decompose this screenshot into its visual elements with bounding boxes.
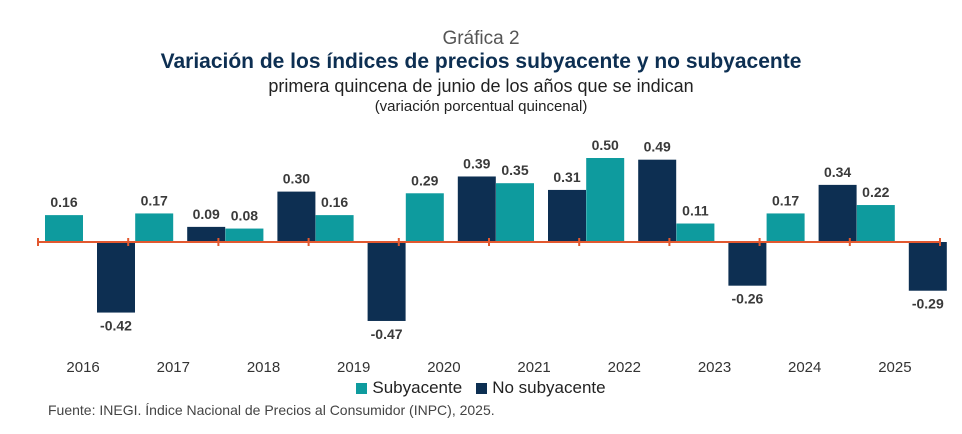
bar-no-subyacente-2022 (638, 159, 677, 242)
data-label-subyacente-2020: 0.29 (411, 172, 438, 188)
bar-subyacente-2019 (315, 215, 354, 242)
data-label-no-subyacente-2024: 0.34 (824, 164, 851, 180)
bar-subyacente-2024 (766, 213, 805, 242)
bar-no-subyacente-2025 (908, 242, 947, 291)
data-label-no-subyacente-2021: 0.31 (553, 169, 580, 185)
x-tick-label-2023: 2023 (698, 359, 731, 376)
data-label-subyacente-2022: 0.50 (592, 137, 619, 153)
chart-subtitle: primera quincena de junio de los años qu… (268, 76, 694, 96)
data-label-subyacente-2016: 0.16 (50, 194, 77, 210)
bar-subyacente-2022 (586, 158, 625, 242)
legend-label-no-subyacente: No subyacente (492, 378, 606, 397)
legend-item-no-subyacente: No subyacente (476, 378, 606, 398)
bar-no-subyacente-2018 (277, 191, 316, 242)
x-tick-label-2024: 2024 (788, 359, 821, 376)
bar-subyacente-2021 (496, 183, 534, 242)
figure-label: Gráfica 2 (442, 28, 520, 49)
legend-swatch-subyacente (356, 382, 368, 394)
bar-subyacente-2025 (856, 205, 895, 242)
bar-no-subyacente-2024 (818, 184, 857, 242)
data-label-subyacente-2018: 0.08 (231, 208, 258, 224)
chart-legend: Subyacente No subyacente (0, 378, 962, 398)
bar-subyacente-2020 (405, 193, 444, 242)
legend-label-subyacente: Subyacente (372, 378, 463, 397)
data-label-subyacente-2025: 0.22 (862, 184, 889, 200)
data-label-subyacente-2024: 0.17 (772, 192, 799, 208)
bar-subyacente-2023 (676, 223, 715, 242)
source-note: Fuente: INEGI. Índice Nacional de Precio… (48, 402, 495, 418)
x-tick-label-2025: 2025 (878, 359, 911, 376)
bar-no-subyacente-2017 (187, 226, 226, 242)
data-label-no-subyacente-2016: -0.42 (100, 318, 132, 334)
data-label-subyacente-2017: 0.17 (141, 192, 168, 208)
x-tick-label-2022: 2022 (608, 359, 641, 376)
bar-no-subyacente-2020 (457, 176, 496, 242)
data-label-no-subyacente-2023: -0.26 (731, 291, 763, 307)
bar-subyacente-2018 (225, 228, 264, 242)
legend-swatch-no-subyacente (476, 382, 488, 394)
legend-item-subyacente: Subyacente (356, 378, 462, 398)
bar-no-subyacente-2023 (728, 242, 767, 286)
bar-subyacente-2016 (45, 215, 83, 242)
x-tick-label-2020: 2020 (427, 359, 460, 376)
data-label-no-subyacente-2022: 0.49 (644, 139, 671, 155)
chart-title: Variación de los índices de precios suby… (160, 50, 802, 73)
data-label-subyacente-2021: 0.35 (501, 162, 528, 178)
data-label-no-subyacente-2017: 0.09 (193, 206, 220, 222)
x-tick-label-2021: 2021 (517, 359, 550, 376)
data-label-no-subyacente-2019: -0.47 (371, 326, 403, 342)
data-label-no-subyacente-2020: 0.39 (463, 155, 490, 171)
bar-no-subyacente-2016 (97, 242, 135, 313)
x-tick-label-2017: 2017 (157, 359, 190, 376)
data-label-no-subyacente-2018: 0.30 (283, 171, 310, 187)
bar-no-subyacente-2019 (367, 242, 406, 321)
x-tick-label-2019: 2019 (337, 359, 370, 376)
data-label-subyacente-2019: 0.16 (321, 194, 348, 210)
data-label-subyacente-2023: 0.11 (682, 203, 709, 219)
x-tick-label-2018: 2018 (247, 359, 280, 376)
bar-no-subyacente-2021 (548, 189, 586, 242)
data-label-no-subyacente-2025: -0.29 (912, 296, 944, 312)
x-tick-label-2016: 2016 (66, 359, 99, 376)
bar-subyacente-2017 (135, 213, 174, 242)
chart-unit-note: (variación porcentual quincenal) (374, 98, 588, 115)
